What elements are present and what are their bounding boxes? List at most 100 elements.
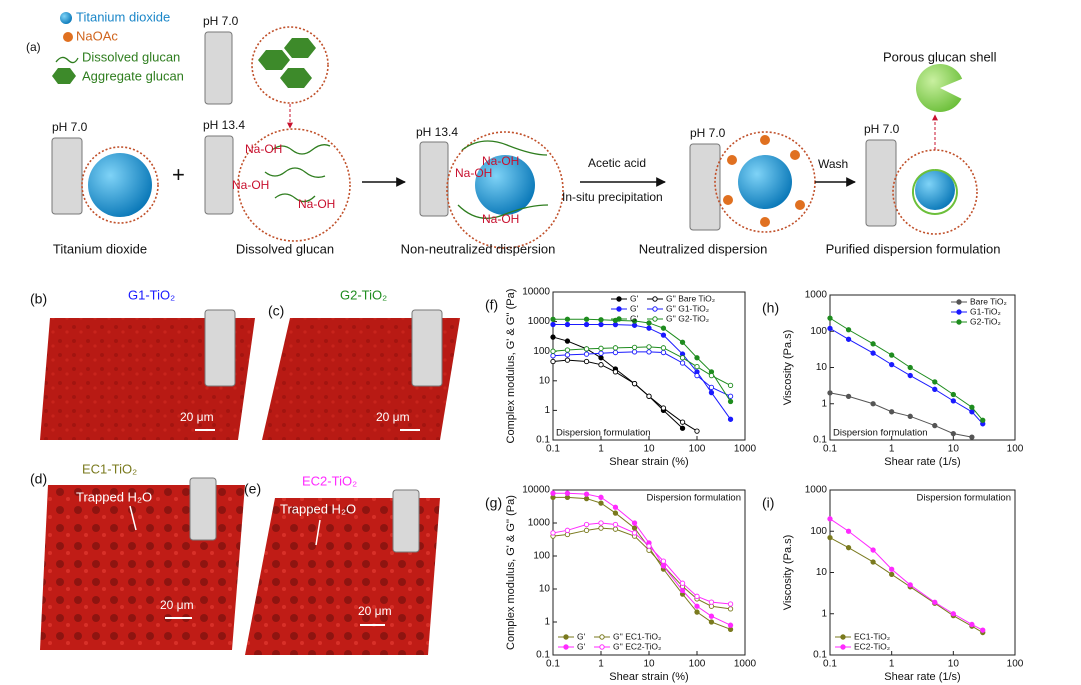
data-point [631, 349, 638, 355]
series-line [829, 327, 984, 425]
legend-marker [599, 634, 605, 640]
data-point [694, 609, 700, 615]
data-point [612, 521, 619, 528]
panel-label: (h) [762, 300, 779, 316]
caption: Non-neutralized dispersion [401, 241, 556, 256]
data-point [870, 341, 876, 347]
data-point [550, 316, 556, 322]
annotation: Dispersion formulation [916, 493, 1011, 504]
data-point [889, 566, 895, 572]
legend-marker [956, 299, 962, 305]
y-tick-label: 1000 [805, 485, 828, 496]
data-point [550, 490, 556, 496]
x-axis-label: Shear rate (1/s) [884, 456, 960, 468]
series-line [552, 522, 731, 605]
data-point [679, 355, 686, 361]
data-point [583, 358, 590, 365]
data-point [550, 530, 556, 536]
y-tick-label: 1 [821, 608, 827, 619]
x-tick-label: 100 [689, 659, 706, 670]
data-point [727, 601, 734, 607]
x-tick-label: 1000 [734, 444, 757, 455]
data-point [870, 547, 876, 553]
data-point [679, 419, 686, 425]
naoh-label: Na-OH [245, 142, 282, 156]
chart: 0.1 1 10 100 0.1 1 10 100 1000 Shear rate (1/s) Vi… [762, 485, 1024, 683]
chart: 0.1 1 10 100 0.1 1 10 100 1000 Shear rate (1/s) Vi… [762, 290, 1024, 468]
data-point [827, 390, 833, 396]
data-point [845, 393, 852, 400]
x-tick-label: 10 [948, 444, 960, 455]
panel-label: (c) [268, 303, 284, 319]
legend-label: G'' Bare TiO₂ [666, 293, 715, 303]
y-tick-label: 0.1 [813, 650, 827, 661]
data-point [631, 520, 638, 526]
x-tick-label: 10 [948, 659, 960, 670]
legend-label: G' [630, 303, 639, 313]
data-point [598, 350, 604, 356]
sample-label: EC1-TiO₂ [82, 461, 137, 476]
data-point [969, 409, 975, 415]
series-line [829, 518, 983, 631]
legend-marker [616, 306, 622, 312]
data-point [827, 325, 833, 332]
data-point [727, 382, 734, 389]
panel-label: (f) [485, 297, 498, 313]
legend-label: G'' EC2-TiO₂ [613, 641, 661, 651]
data-point [660, 405, 667, 411]
series-line [553, 323, 731, 420]
data-point [969, 404, 975, 410]
sample-label: G2-TiO₂ [340, 287, 387, 302]
x-tick-label: 1000 [734, 659, 757, 670]
data-point [932, 422, 938, 429]
data-point [612, 349, 619, 356]
naoh-label: Na-OH [232, 178, 269, 192]
data-point [550, 321, 556, 328]
data-point [598, 345, 604, 351]
annotation: Dispersion formulation [556, 428, 651, 439]
data-point [870, 350, 876, 356]
data-point [612, 510, 619, 516]
data-point [969, 621, 975, 628]
plot-frame [552, 291, 746, 441]
series-line [552, 527, 731, 610]
data-point [932, 386, 938, 392]
data-point [708, 619, 715, 625]
data-point [564, 321, 571, 328]
y-axis-label: Viscosity (Pa.s) [782, 535, 794, 611]
legend-marker [652, 306, 658, 312]
caption: Purified dispersion formulation [826, 241, 1001, 256]
data-point [727, 606, 734, 612]
x-tick-label: 1 [598, 659, 604, 670]
plus: + [172, 162, 185, 187]
micrograph [40, 318, 255, 440]
legend-item: NaOAc [76, 28, 118, 43]
data-point [583, 495, 590, 502]
y-tick-label: 10 [816, 567, 828, 578]
series-line [552, 359, 698, 432]
data-point [631, 381, 638, 387]
data-point [583, 491, 590, 497]
annotation: Trapped H₂O [280, 501, 356, 516]
ph-label: pH 13.4 [416, 125, 458, 139]
x-tick-label: 1 [598, 444, 604, 455]
legend-marker [840, 644, 846, 650]
data-point [598, 321, 604, 328]
data-point [612, 526, 619, 532]
y-tick-label: 1000 [528, 518, 551, 529]
data-point [950, 611, 956, 617]
legend-label: G' [630, 313, 639, 323]
data-point [694, 372, 700, 379]
ph-label: pH 7.0 [52, 120, 88, 134]
data-point [550, 334, 556, 340]
legend-marker [563, 644, 569, 650]
series-line [829, 392, 972, 438]
y-tick-label: 1 [821, 398, 827, 409]
data-point [679, 339, 686, 345]
step-label: Wash [818, 157, 848, 171]
ph-label: pH 7.0 [203, 14, 239, 28]
data-point [598, 317, 604, 323]
series-line [829, 537, 984, 633]
data-point [660, 345, 667, 351]
legend-label: G' [577, 641, 586, 651]
